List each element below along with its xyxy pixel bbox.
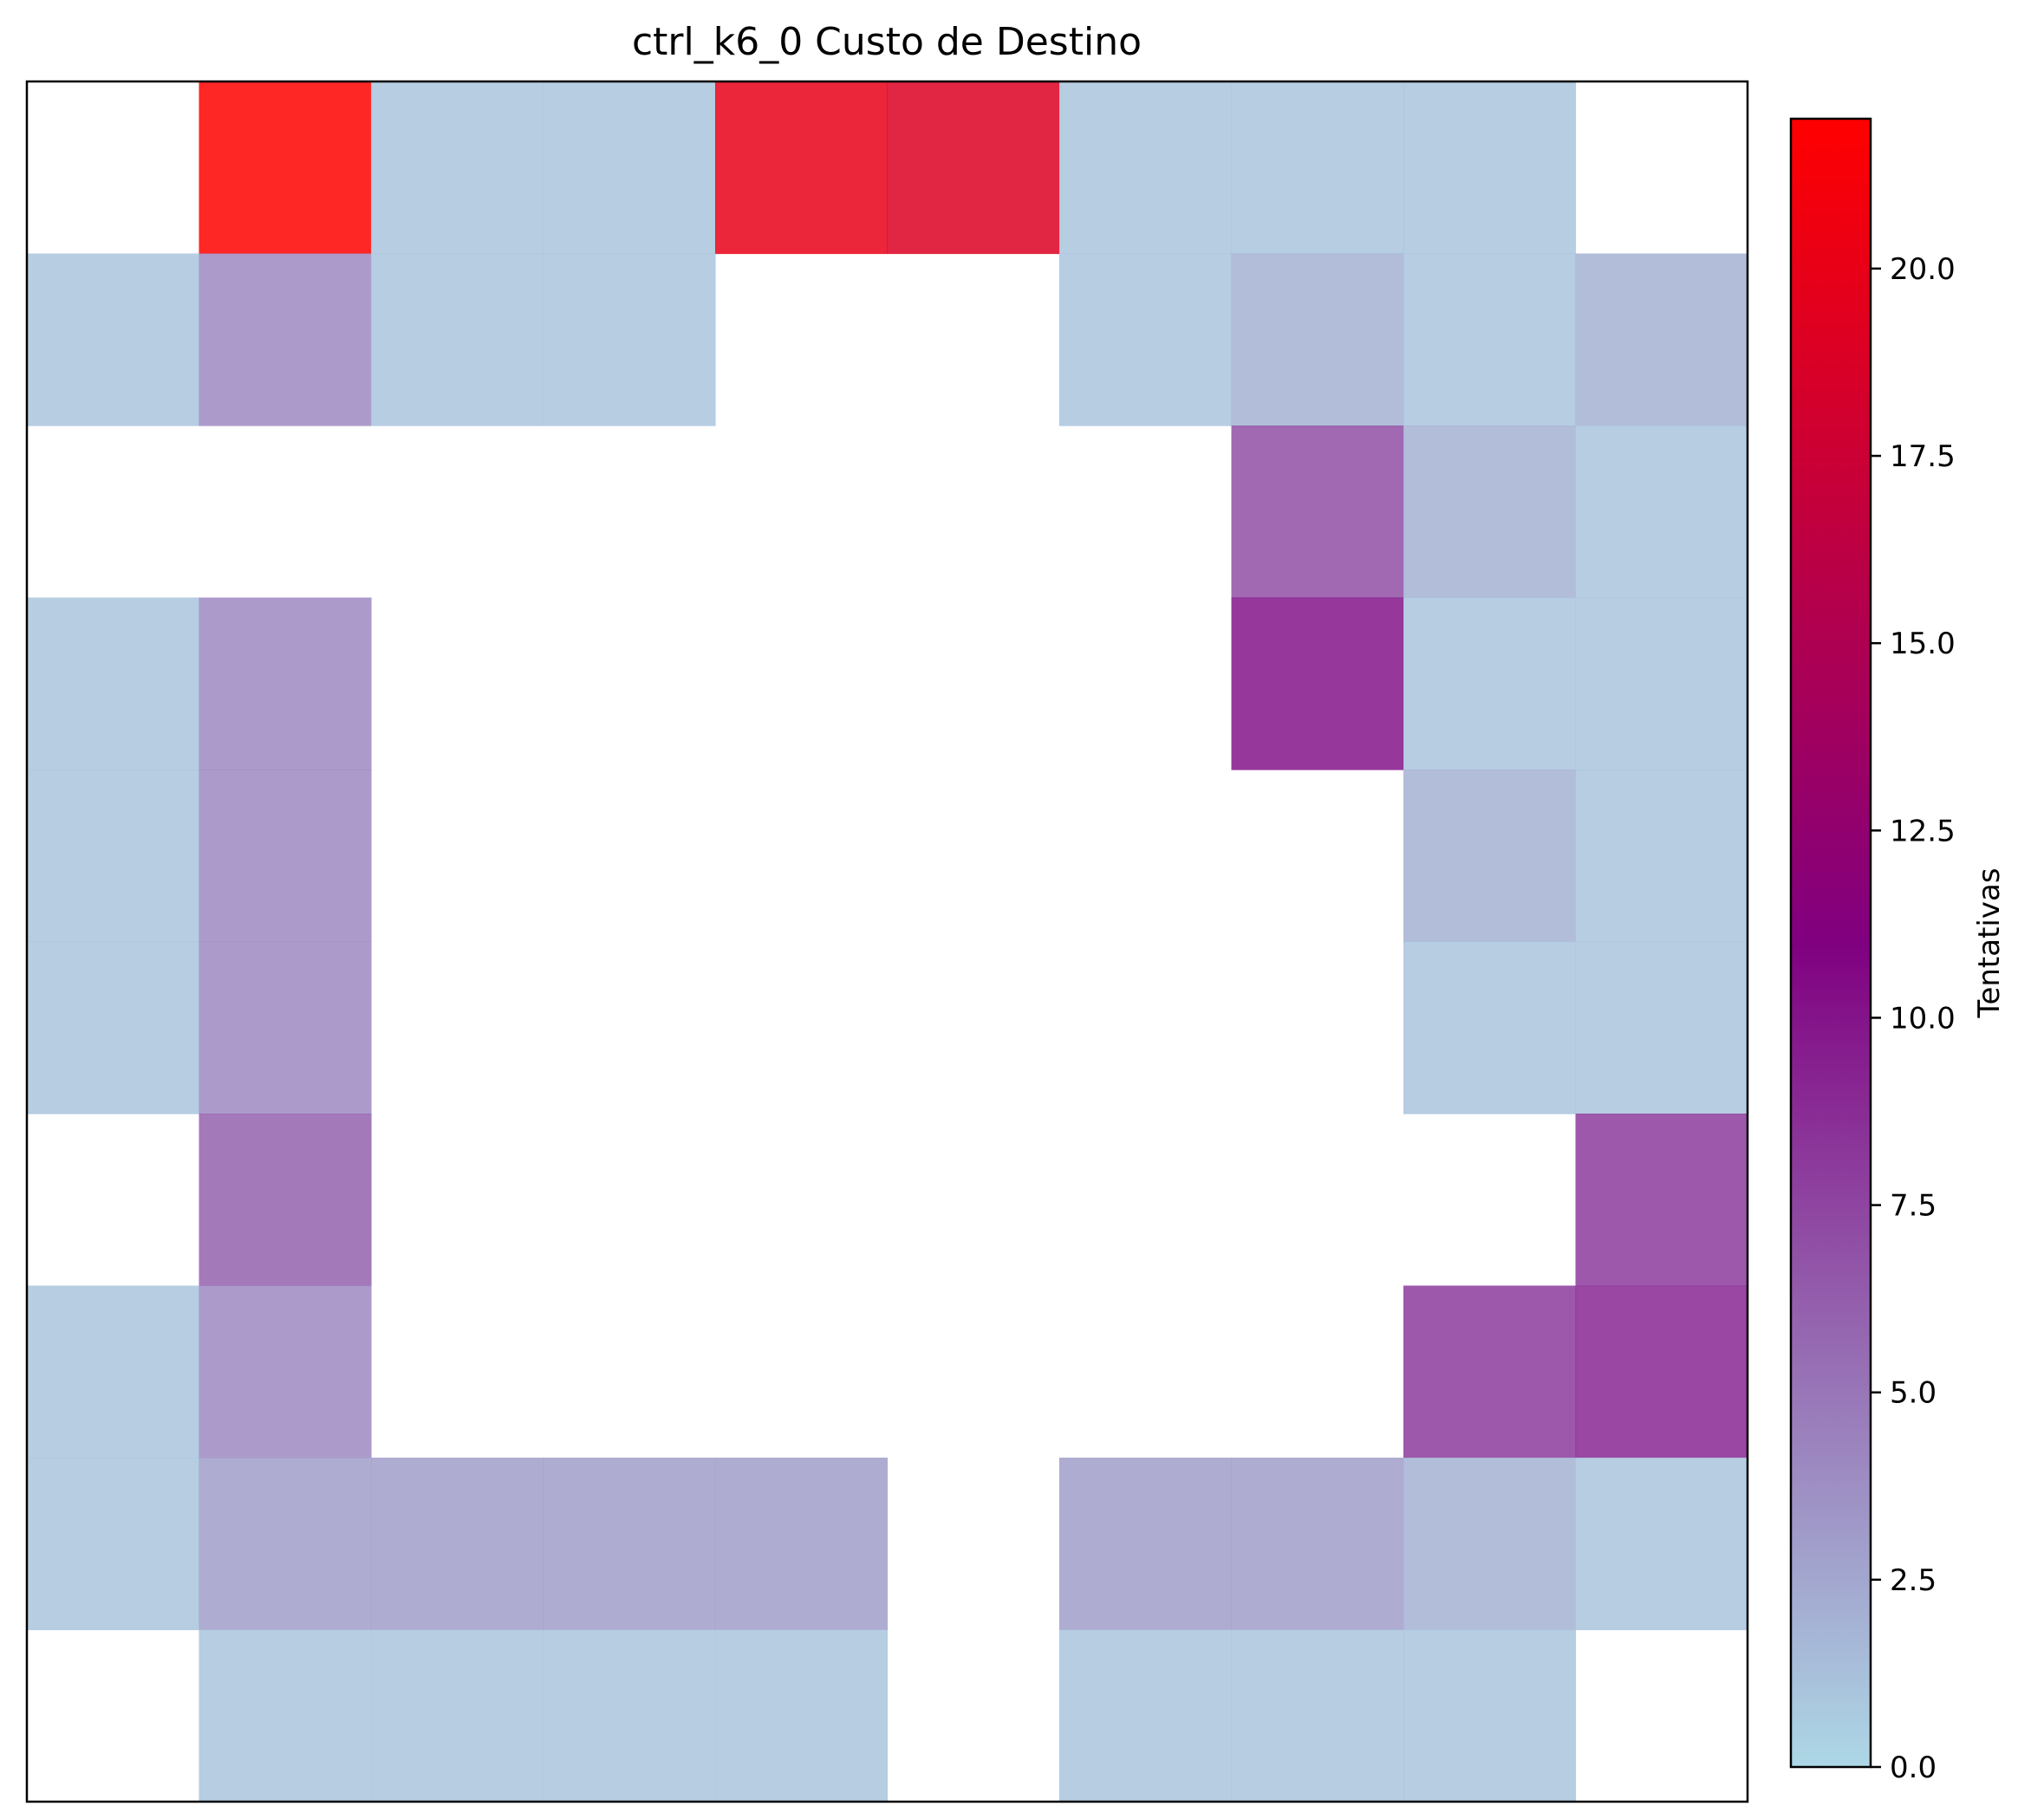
heatmap-cell [1575, 597, 1748, 770]
heatmap-cell [27, 597, 200, 770]
heatmap-cell [543, 253, 716, 426]
heatmap-cell [1403, 941, 1577, 1114]
heatmap-cell [371, 1629, 544, 1803]
heatmap-cell [1231, 253, 1404, 426]
heatmap-cell [199, 1114, 372, 1287]
heatmap-cell [199, 941, 372, 1114]
colorbar-tick-label: 15.0 [1890, 627, 1956, 661]
heatmap-cell [887, 81, 1060, 255]
colorbar: 0.0 2.5 5.0 7.5 10.0 12.5 15.0 17.5 20.0 Tentati… [1789, 117, 2007, 1785]
colorbar-tick-label: 2.5 [1890, 1563, 1937, 1598]
heatmap-cell [199, 1629, 372, 1803]
heatmap-cell [1231, 1629, 1404, 1803]
heatmap-cell [1575, 1114, 1748, 1287]
heatmap-cell [1575, 941, 1748, 1114]
colorbar-frame [1789, 117, 1872, 1769]
plot-frame [25, 80, 1749, 1803]
heatmap-cell [371, 253, 544, 426]
heatmap-cell [1231, 597, 1404, 770]
chart-title: ctrl_k6_0 Custo de Destino [632, 20, 1142, 64]
colorbar-tick-label: 10.0 [1890, 1001, 1956, 1036]
heatmap-cell [1575, 426, 1748, 599]
heatmap-cell [1403, 770, 1577, 943]
heatmap-cell [27, 253, 200, 426]
heatmap-cell [1403, 253, 1577, 426]
heatmap-cell [27, 941, 200, 1114]
heatmap-cell [1575, 1285, 1748, 1458]
heatmap-cell [1059, 253, 1233, 426]
heatmap-cell [1575, 1458, 1748, 1631]
heatmap-cell [27, 770, 200, 943]
colorbar-tick-label: 5.0 [1890, 1376, 1937, 1411]
heatmap-cell [1403, 426, 1577, 599]
heatmap-cell [715, 81, 889, 255]
heatmap-cell [27, 1285, 200, 1458]
heatmap-cell [1403, 1458, 1577, 1631]
heatmap-cell [199, 253, 372, 426]
colorbar-tick-label: 20.0 [1890, 252, 1956, 287]
heatmap-cell [27, 1458, 200, 1631]
heatmap-cell [1231, 426, 1404, 599]
heatmap-cell [199, 597, 372, 770]
colorbar-tick-label: 17.5 [1890, 439, 1956, 474]
heatmap-cells [27, 81, 1748, 1803]
heatmap-cell [1575, 770, 1748, 943]
colorbar-label: Tentativas [1972, 867, 2007, 1018]
colorbar-tick-label: 7.5 [1890, 1189, 1937, 1224]
colorbar-tick-label: 0.0 [1890, 1751, 1937, 1785]
heatmap-cell [1403, 81, 1577, 255]
heatmap-cell [543, 1458, 716, 1631]
heatmap-cell [371, 81, 544, 255]
heatmap-cell [1575, 253, 1748, 426]
heatmap-cell [1059, 1629, 1233, 1803]
heatmap-cell [1231, 1458, 1404, 1631]
heatmap-cell [1059, 1458, 1233, 1631]
heatmap-cell [199, 1285, 372, 1458]
heatmap-cell [1403, 1629, 1577, 1803]
heatmap-cell [543, 1629, 716, 1803]
heatmap-cell [715, 1629, 889, 1803]
heatmap-cell [199, 81, 372, 255]
heatmap-cell [543, 81, 716, 255]
colorbar-tick-label: 12.5 [1890, 814, 1956, 848]
colorbar-gradient [1791, 119, 1871, 1767]
heatmap-cell [1403, 1285, 1577, 1458]
colorbar-ticks: 0.0 2.5 5.0 7.5 10.0 12.5 15.0 17.5 20.0 [1871, 252, 1956, 1785]
heatmap-cell [715, 1458, 889, 1631]
heatmap-cell [1231, 81, 1404, 255]
heatmap-cell [1059, 81, 1233, 255]
heatmap-cell [199, 1458, 372, 1631]
heatmap-cell [1403, 597, 1577, 770]
heatmap-cell [199, 770, 372, 943]
heatmap-cell [371, 1458, 544, 1631]
